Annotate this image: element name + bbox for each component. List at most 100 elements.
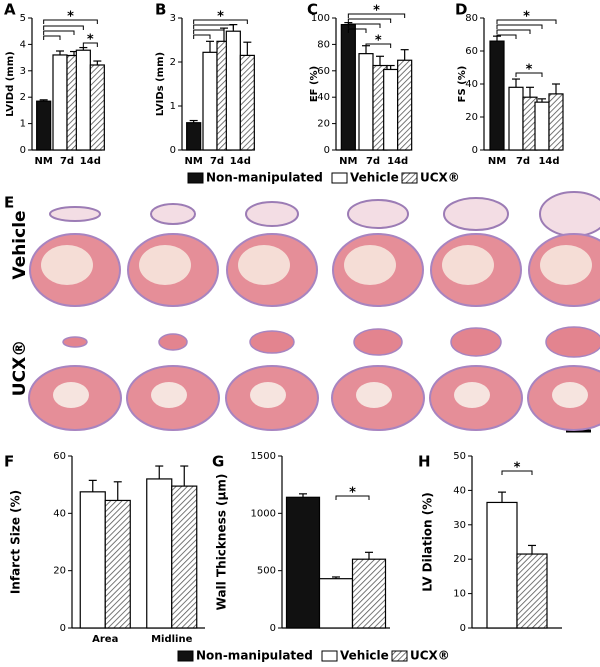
lumen bbox=[344, 245, 396, 285]
bar bbox=[397, 59, 413, 151]
bar bbox=[508, 86, 524, 151]
bar bbox=[89, 64, 105, 151]
y-tick-label: 100 bbox=[311, 13, 330, 24]
row-label: UCX® bbox=[10, 340, 30, 396]
panel-letter: D bbox=[455, 1, 467, 19]
panel-letter: B bbox=[155, 1, 166, 19]
significance-bracket bbox=[43, 35, 61, 40]
y-axis-label: EF (%) bbox=[309, 66, 320, 102]
legend-swatch bbox=[177, 650, 194, 662]
y-tick-label: 3 bbox=[170, 13, 176, 24]
significance-star: * bbox=[87, 33, 94, 48]
legend-label: UCX® bbox=[410, 649, 450, 663]
legend-label: Vehicle bbox=[340, 649, 389, 663]
lumen bbox=[356, 382, 392, 408]
y-tick-label: 20 bbox=[453, 554, 466, 565]
lumen bbox=[454, 382, 490, 408]
legend-label: Non-manipulated bbox=[196, 649, 313, 663]
significance-star: * bbox=[375, 34, 382, 49]
heart-section bbox=[62, 336, 88, 348]
x-tick-label: 7d bbox=[60, 156, 74, 167]
y-tick-label: 40 bbox=[53, 508, 66, 519]
significance-bracket bbox=[335, 495, 370, 500]
lumen bbox=[442, 245, 494, 285]
y-axis-label: Wall Thickness (µm) bbox=[215, 474, 229, 611]
bar bbox=[285, 496, 321, 629]
row-label: Vehicle bbox=[10, 210, 30, 279]
bar bbox=[489, 40, 505, 151]
significance-bracket bbox=[82, 42, 98, 47]
x-tick-label: Area bbox=[92, 634, 118, 645]
y-tick-label: 30 bbox=[453, 520, 466, 531]
significance-bracket bbox=[193, 34, 211, 39]
y-tick-label: 0 bbox=[170, 145, 176, 156]
y-axis-label: FS (%) bbox=[457, 66, 468, 103]
y-tick-label: 3 bbox=[20, 66, 26, 77]
y-axis-label: LVIDd (mm) bbox=[5, 51, 16, 116]
legend-label: Vehicle bbox=[350, 171, 399, 185]
heart-section bbox=[443, 197, 509, 231]
significance-star: * bbox=[349, 486, 356, 501]
lumen bbox=[41, 245, 93, 285]
panel-letter: C bbox=[307, 1, 318, 19]
panel-letter: E bbox=[4, 194, 14, 212]
heart-section bbox=[347, 199, 409, 229]
y-tick-label: 1000 bbox=[251, 508, 276, 519]
y-tick-label: 10 bbox=[453, 589, 466, 600]
y-tick-label: 50 bbox=[453, 451, 466, 462]
y-tick-label: 40 bbox=[465, 79, 478, 90]
lumen bbox=[238, 245, 290, 285]
y-tick-label: 0 bbox=[60, 623, 66, 634]
y-tick-label: 80 bbox=[465, 13, 478, 24]
heart-section bbox=[249, 330, 295, 354]
x-tick-label: 14d bbox=[230, 156, 251, 167]
significance-bracket bbox=[365, 43, 392, 48]
significance-bracket bbox=[515, 72, 543, 77]
significance-star: * bbox=[67, 10, 74, 25]
bar bbox=[52, 54, 68, 151]
significance-bracket bbox=[193, 24, 234, 29]
y-tick-label: 20 bbox=[465, 112, 478, 123]
y-tick-label: 20 bbox=[317, 119, 330, 130]
significance-bracket bbox=[347, 18, 392, 23]
x-tick-label: Midline bbox=[151, 634, 193, 645]
bar bbox=[548, 93, 564, 151]
y-tick-label: 0 bbox=[460, 623, 466, 634]
significance-bracket bbox=[43, 30, 75, 35]
bar bbox=[516, 553, 548, 629]
y-tick-label: 80 bbox=[317, 39, 330, 50]
y-tick-label: 0 bbox=[472, 145, 478, 156]
panel-letter: H bbox=[418, 453, 431, 471]
bar bbox=[75, 49, 91, 151]
panel-letter: F bbox=[4, 453, 14, 471]
legend-label: Non-manipulated bbox=[206, 171, 323, 185]
lumen bbox=[540, 245, 592, 285]
lumen bbox=[552, 382, 588, 408]
significance-star: * bbox=[514, 461, 521, 476]
significance-star: * bbox=[523, 10, 530, 25]
bar bbox=[318, 578, 354, 629]
bar bbox=[351, 558, 387, 629]
y-axis-label: LVIDs (mm) bbox=[155, 52, 166, 116]
y-tick-label: 0 bbox=[324, 145, 330, 156]
significance-bracket bbox=[347, 13, 406, 18]
bar bbox=[171, 485, 198, 629]
significance-bracket bbox=[193, 19, 248, 24]
heart-section bbox=[545, 326, 600, 358]
bar bbox=[36, 100, 52, 151]
bar bbox=[340, 24, 356, 151]
bar bbox=[79, 491, 106, 629]
panel-letter: A bbox=[4, 1, 16, 19]
x-tick-label: 7d bbox=[366, 156, 380, 167]
x-tick-label: 7d bbox=[516, 156, 530, 167]
heart-section bbox=[353, 328, 403, 356]
y-tick-label: 40 bbox=[453, 485, 466, 496]
significance-star: * bbox=[526, 63, 533, 78]
panel-letter: G bbox=[212, 453, 224, 471]
legend-swatch bbox=[321, 650, 338, 662]
lumen bbox=[250, 382, 286, 408]
bar bbox=[358, 53, 374, 151]
y-axis-label: Infarct Size (%) bbox=[9, 490, 23, 594]
heart-section bbox=[158, 333, 188, 351]
